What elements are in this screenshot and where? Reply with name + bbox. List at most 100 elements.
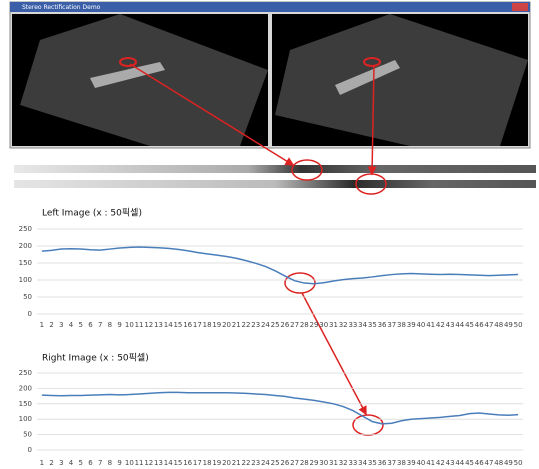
x-tick-label: 29 bbox=[310, 321, 319, 329]
x-tick-label: 5 bbox=[79, 459, 83, 467]
x-tick-label: 23 bbox=[251, 321, 260, 329]
x-tick-label: 15 bbox=[173, 321, 182, 329]
x-tick-label: 19 bbox=[212, 321, 221, 329]
x-tick-label: 3 bbox=[59, 321, 63, 329]
chart-title: Left Image (x : 50픽셀) bbox=[42, 208, 142, 219]
x-tick-label: 41 bbox=[426, 459, 435, 467]
x-tick-label: 32 bbox=[339, 321, 348, 329]
window-title: Stereo Rectification Demo bbox=[22, 4, 101, 11]
x-tick-label: 44 bbox=[455, 459, 464, 467]
data-line bbox=[42, 247, 518, 284]
y-tick-label: 100 bbox=[19, 276, 32, 284]
x-tick-label: 6 bbox=[88, 459, 93, 467]
x-tick-label: 27 bbox=[290, 321, 299, 329]
x-tick-label: 20 bbox=[222, 321, 231, 329]
x-tick-label: 21 bbox=[232, 321, 241, 329]
y-tick-label: 200 bbox=[19, 384, 32, 392]
y-tick-label: 0 bbox=[28, 446, 32, 454]
x-tick-label: 18 bbox=[203, 459, 212, 467]
x-tick-label: 35 bbox=[368, 321, 377, 329]
x-tick-label: 3 bbox=[59, 459, 63, 467]
x-tick-label: 40 bbox=[416, 459, 425, 467]
x-tick-label: 22 bbox=[242, 321, 251, 329]
left-strip bbox=[14, 165, 536, 173]
x-tick-label: 6 bbox=[88, 321, 93, 329]
y-tick-label: 100 bbox=[19, 415, 32, 423]
x-tick-label: 30 bbox=[319, 459, 328, 467]
x-tick-label: 34 bbox=[358, 459, 367, 467]
x-tick-label: 49 bbox=[504, 321, 513, 329]
x-tick-label: 28 bbox=[300, 459, 309, 467]
y-tick-label: 250 bbox=[19, 225, 32, 233]
x-tick-label: 13 bbox=[154, 459, 163, 467]
x-tick-label: 50 bbox=[514, 459, 523, 467]
y-tick-label: 50 bbox=[23, 293, 32, 301]
figure: Stereo Rectification Demo Left Image (x … bbox=[0, 0, 539, 469]
close-button[interactable] bbox=[512, 3, 528, 11]
x-tick-label: 33 bbox=[348, 459, 357, 467]
x-tick-label: 23 bbox=[251, 459, 260, 467]
x-tick-label: 14 bbox=[164, 459, 173, 467]
app-window: Stereo Rectification Demo bbox=[10, 2, 530, 148]
x-tick-label: 9 bbox=[117, 459, 121, 467]
right-strip bbox=[14, 180, 536, 188]
x-tick-label: 46 bbox=[475, 459, 484, 467]
x-tick-label: 2 bbox=[49, 459, 53, 467]
x-tick-label: 29 bbox=[310, 459, 319, 467]
x-tick-label: 38 bbox=[397, 321, 406, 329]
x-tick-label: 15 bbox=[173, 459, 182, 467]
x-tick-label: 38 bbox=[397, 459, 406, 467]
x-tick-label: 42 bbox=[436, 321, 445, 329]
x-tick-label: 7 bbox=[98, 321, 102, 329]
x-tick-label: 49 bbox=[504, 459, 513, 467]
x-tick-label: 24 bbox=[261, 459, 270, 467]
y-tick-label: 250 bbox=[19, 369, 32, 377]
x-tick-label: 27 bbox=[290, 459, 299, 467]
x-tick-label: 21 bbox=[232, 459, 241, 467]
x-tick-label: 43 bbox=[446, 459, 455, 467]
x-tick-label: 37 bbox=[387, 321, 396, 329]
x-tick-label: 20 bbox=[222, 459, 231, 467]
x-tick-label: 37 bbox=[387, 459, 396, 467]
x-tick-label: 24 bbox=[261, 321, 270, 329]
x-tick-label: 10 bbox=[125, 459, 134, 467]
x-tick-label: 12 bbox=[144, 459, 153, 467]
x-tick-label: 36 bbox=[378, 459, 387, 467]
x-tick-label: 34 bbox=[358, 321, 367, 329]
x-tick-label: 39 bbox=[407, 459, 416, 467]
x-tick-label: 36 bbox=[378, 321, 387, 329]
x-tick-label: 39 bbox=[407, 321, 416, 329]
y-tick-label: 50 bbox=[23, 431, 32, 439]
x-tick-label: 25 bbox=[271, 459, 280, 467]
x-tick-label: 12 bbox=[144, 321, 153, 329]
x-tick-label: 5 bbox=[79, 321, 83, 329]
x-tick-label: 47 bbox=[485, 321, 494, 329]
x-tick-label: 40 bbox=[416, 321, 425, 329]
y-tick-label: 150 bbox=[19, 259, 32, 267]
x-tick-label: 45 bbox=[465, 321, 474, 329]
x-tick-label: 2 bbox=[49, 321, 53, 329]
x-tick-label: 18 bbox=[203, 321, 212, 329]
x-tick-label: 14 bbox=[164, 321, 173, 329]
x-tick-label: 17 bbox=[193, 459, 202, 467]
x-tick-label: 32 bbox=[339, 459, 348, 467]
x-tick-label: 43 bbox=[446, 321, 455, 329]
x-tick-label: 44 bbox=[455, 321, 464, 329]
x-tick-label: 19 bbox=[212, 459, 221, 467]
x-tick-label: 8 bbox=[108, 459, 112, 467]
x-tick-label: 33 bbox=[348, 321, 357, 329]
chart-title: Right Image (x : 50픽셀) bbox=[42, 353, 149, 364]
x-tick-label: 28 bbox=[300, 321, 309, 329]
x-tick-label: 47 bbox=[485, 459, 494, 467]
x-tick-label: 46 bbox=[475, 321, 484, 329]
x-tick-label: 26 bbox=[280, 459, 289, 467]
x-tick-label: 8 bbox=[108, 321, 112, 329]
x-tick-label: 35 bbox=[368, 459, 377, 467]
y-tick-label: 0 bbox=[28, 310, 32, 318]
x-tick-label: 13 bbox=[154, 321, 163, 329]
x-tick-label: 16 bbox=[183, 321, 192, 329]
x-tick-label: 48 bbox=[494, 459, 503, 467]
x-tick-label: 11 bbox=[135, 321, 144, 329]
x-tick-label: 31 bbox=[329, 321, 338, 329]
x-tick-label: 9 bbox=[117, 321, 121, 329]
